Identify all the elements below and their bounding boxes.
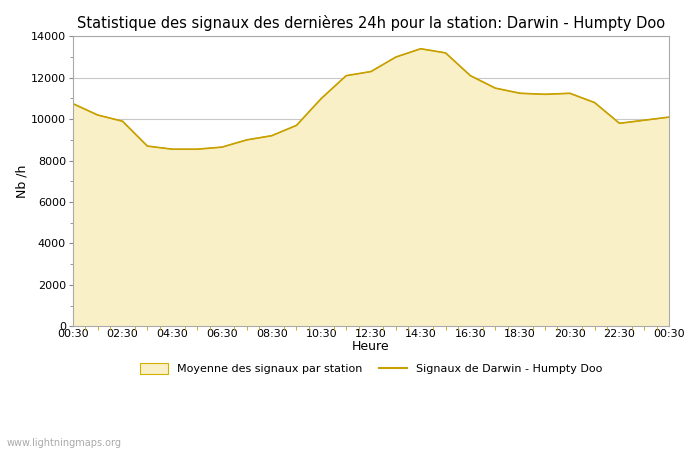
Legend: Moyenne des signaux par station, Signaux de Darwin - Humpty Doo: Moyenne des signaux par station, Signaux… [136, 358, 606, 379]
Y-axis label: Nb /h: Nb /h [15, 165, 28, 198]
X-axis label: Heure: Heure [352, 340, 390, 353]
Title: Statistique des signaux des dernières 24h pour la station: Darwin - Humpty Doo: Statistique des signaux des dernières 24… [77, 15, 665, 31]
Text: www.lightningmaps.org: www.lightningmaps.org [7, 438, 122, 448]
